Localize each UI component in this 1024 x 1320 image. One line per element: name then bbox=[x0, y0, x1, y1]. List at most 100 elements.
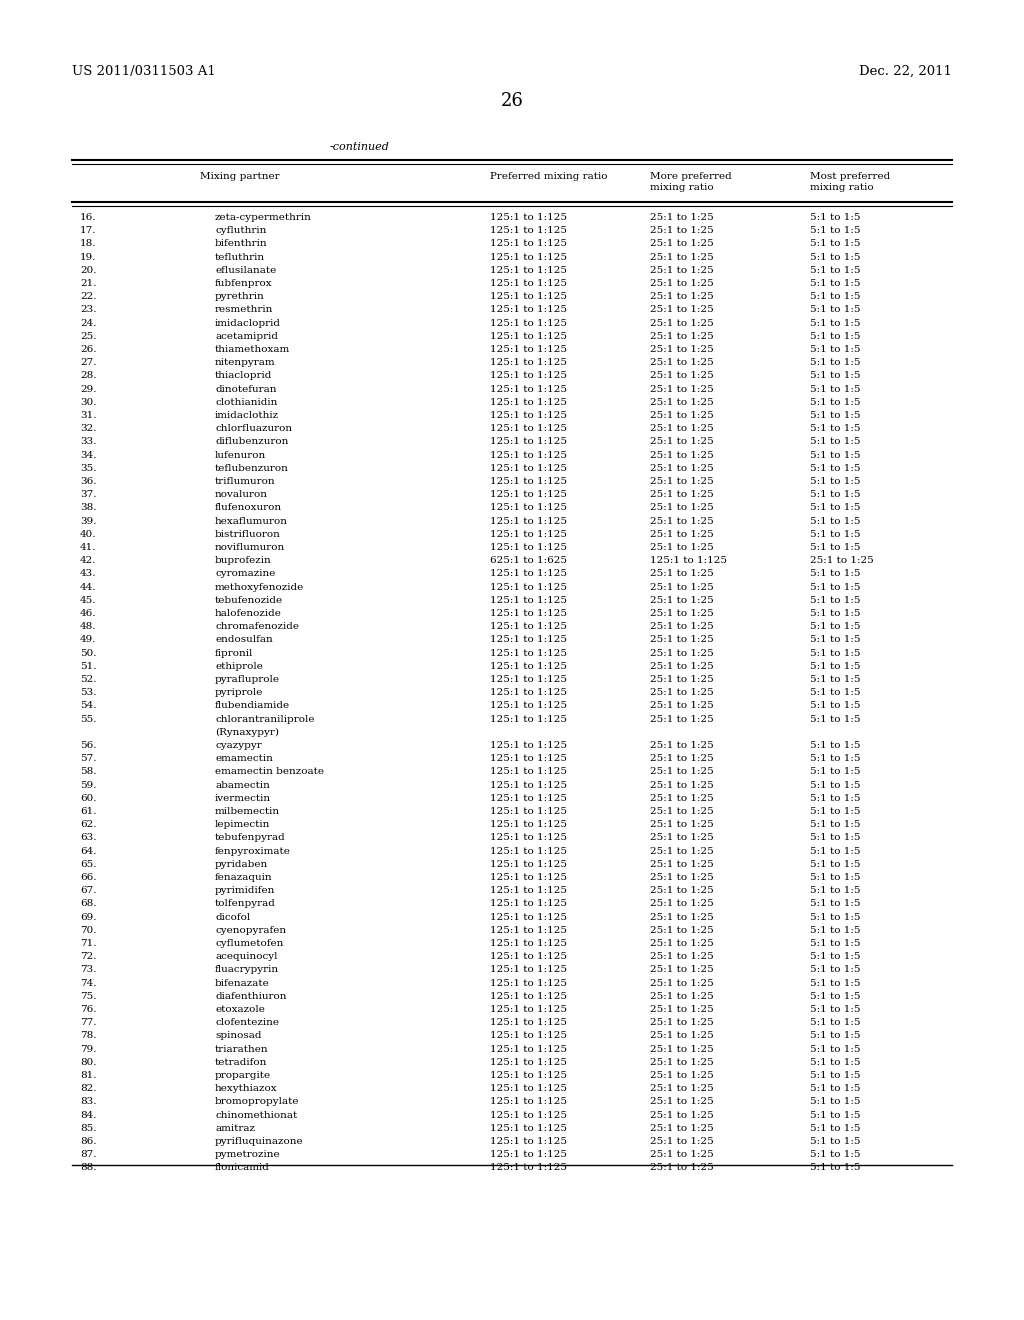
Text: 25:1 to 1:25: 25:1 to 1:25 bbox=[650, 463, 714, 473]
Text: 25:1 to 1:25: 25:1 to 1:25 bbox=[650, 648, 714, 657]
Text: 75.: 75. bbox=[80, 991, 96, 1001]
Text: 5:1 to 1:5: 5:1 to 1:5 bbox=[810, 371, 860, 380]
Text: 56.: 56. bbox=[80, 741, 96, 750]
Text: 81.: 81. bbox=[80, 1071, 96, 1080]
Text: 125:1 to 1:125: 125:1 to 1:125 bbox=[490, 397, 567, 407]
Text: 25:1 to 1:25: 25:1 to 1:25 bbox=[650, 1018, 714, 1027]
Text: 77.: 77. bbox=[80, 1018, 96, 1027]
Text: lepimectin: lepimectin bbox=[215, 820, 270, 829]
Text: 18.: 18. bbox=[80, 239, 96, 248]
Text: hexythiazox: hexythiazox bbox=[215, 1084, 278, 1093]
Text: 24.: 24. bbox=[80, 318, 96, 327]
Text: 58.: 58. bbox=[80, 767, 96, 776]
Text: 5:1 to 1:5: 5:1 to 1:5 bbox=[810, 886, 860, 895]
Text: 125:1 to 1:125: 125:1 to 1:125 bbox=[490, 635, 567, 644]
Text: 29.: 29. bbox=[80, 384, 96, 393]
Text: 78.: 78. bbox=[80, 1031, 96, 1040]
Text: 25:1 to 1:25: 25:1 to 1:25 bbox=[650, 1150, 714, 1159]
Text: 125:1 to 1:125: 125:1 to 1:125 bbox=[490, 1084, 567, 1093]
Text: 5:1 to 1:5: 5:1 to 1:5 bbox=[810, 754, 860, 763]
Text: 625:1 to 1:625: 625:1 to 1:625 bbox=[490, 556, 567, 565]
Text: 71.: 71. bbox=[80, 939, 96, 948]
Text: 25:1 to 1:25: 25:1 to 1:25 bbox=[650, 952, 714, 961]
Text: 84.: 84. bbox=[80, 1110, 96, 1119]
Text: 65.: 65. bbox=[80, 859, 96, 869]
Text: chinomethionat: chinomethionat bbox=[215, 1110, 297, 1119]
Text: 25:1 to 1:25: 25:1 to 1:25 bbox=[650, 886, 714, 895]
Text: 5:1 to 1:5: 5:1 to 1:5 bbox=[810, 582, 860, 591]
Text: 5:1 to 1:5: 5:1 to 1:5 bbox=[810, 358, 860, 367]
Text: 5:1 to 1:5: 5:1 to 1:5 bbox=[810, 595, 860, 605]
Text: lufenuron: lufenuron bbox=[215, 450, 266, 459]
Text: 49.: 49. bbox=[80, 635, 96, 644]
Text: diafenthiuron: diafenthiuron bbox=[215, 991, 287, 1001]
Text: imidaclothiz: imidaclothiz bbox=[215, 411, 280, 420]
Text: clothianidin: clothianidin bbox=[215, 397, 278, 407]
Text: fluacrypyrin: fluacrypyrin bbox=[215, 965, 280, 974]
Text: 36.: 36. bbox=[80, 477, 96, 486]
Text: 25:1 to 1:25: 25:1 to 1:25 bbox=[650, 873, 714, 882]
Text: 125:1 to 1:125: 125:1 to 1:125 bbox=[490, 1123, 567, 1133]
Text: 25:1 to 1:25: 25:1 to 1:25 bbox=[650, 318, 714, 327]
Text: 25:1 to 1:25: 25:1 to 1:25 bbox=[650, 397, 714, 407]
Text: 5:1 to 1:5: 5:1 to 1:5 bbox=[810, 1097, 860, 1106]
Text: 25:1 to 1:25: 25:1 to 1:25 bbox=[650, 411, 714, 420]
Text: 125:1 to 1:125: 125:1 to 1:125 bbox=[490, 424, 567, 433]
Text: 125:1 to 1:125: 125:1 to 1:125 bbox=[490, 833, 567, 842]
Text: 125:1 to 1:125: 125:1 to 1:125 bbox=[490, 859, 567, 869]
Text: 5:1 to 1:5: 5:1 to 1:5 bbox=[810, 1110, 860, 1119]
Text: bromopropylate: bromopropylate bbox=[215, 1097, 299, 1106]
Text: 5:1 to 1:5: 5:1 to 1:5 bbox=[810, 226, 860, 235]
Text: 25:1 to 1:25: 25:1 to 1:25 bbox=[650, 358, 714, 367]
Text: 5:1 to 1:5: 5:1 to 1:5 bbox=[810, 1123, 860, 1133]
Text: halofenozide: halofenozide bbox=[215, 609, 282, 618]
Text: dicofol: dicofol bbox=[215, 912, 250, 921]
Text: 37.: 37. bbox=[80, 490, 96, 499]
Text: 80.: 80. bbox=[80, 1057, 96, 1067]
Text: 25:1 to 1:25: 25:1 to 1:25 bbox=[650, 239, 714, 248]
Text: tetradifon: tetradifon bbox=[215, 1057, 267, 1067]
Text: dinotefuran: dinotefuran bbox=[215, 384, 276, 393]
Text: diflubenzuron: diflubenzuron bbox=[215, 437, 289, 446]
Text: tefluthrin: tefluthrin bbox=[215, 252, 265, 261]
Text: imidacloprid: imidacloprid bbox=[215, 318, 281, 327]
Text: triflumuron: triflumuron bbox=[215, 477, 275, 486]
Text: 5:1 to 1:5: 5:1 to 1:5 bbox=[810, 661, 860, 671]
Text: 125:1 to 1:125: 125:1 to 1:125 bbox=[490, 503, 567, 512]
Text: 125:1 to 1:125: 125:1 to 1:125 bbox=[490, 648, 567, 657]
Text: 73.: 73. bbox=[80, 965, 96, 974]
Text: 25:1 to 1:25: 25:1 to 1:25 bbox=[650, 490, 714, 499]
Text: 5:1 to 1:5: 5:1 to 1:5 bbox=[810, 965, 860, 974]
Text: thiacloprid: thiacloprid bbox=[215, 371, 272, 380]
Text: 5:1 to 1:5: 5:1 to 1:5 bbox=[810, 1031, 860, 1040]
Text: 5:1 to 1:5: 5:1 to 1:5 bbox=[810, 503, 860, 512]
Text: 125:1 to 1:125: 125:1 to 1:125 bbox=[490, 688, 567, 697]
Text: pyrafluprole: pyrafluprole bbox=[215, 675, 280, 684]
Text: 46.: 46. bbox=[80, 609, 96, 618]
Text: 5:1 to 1:5: 5:1 to 1:5 bbox=[810, 1163, 860, 1172]
Text: 66.: 66. bbox=[80, 873, 96, 882]
Text: 83.: 83. bbox=[80, 1097, 96, 1106]
Text: 125:1 to 1:125: 125:1 to 1:125 bbox=[490, 1097, 567, 1106]
Text: 25:1 to 1:25: 25:1 to 1:25 bbox=[650, 609, 714, 618]
Text: 5:1 to 1:5: 5:1 to 1:5 bbox=[810, 397, 860, 407]
Text: amitraz: amitraz bbox=[215, 1123, 255, 1133]
Text: 5:1 to 1:5: 5:1 to 1:5 bbox=[810, 1005, 860, 1014]
Text: chromafenozide: chromafenozide bbox=[215, 622, 299, 631]
Text: cyromazine: cyromazine bbox=[215, 569, 275, 578]
Text: 25:1 to 1:25: 25:1 to 1:25 bbox=[650, 701, 714, 710]
Text: 125:1 to 1:125: 125:1 to 1:125 bbox=[490, 978, 567, 987]
Text: 5:1 to 1:5: 5:1 to 1:5 bbox=[810, 239, 860, 248]
Text: 32.: 32. bbox=[80, 424, 96, 433]
Text: 45.: 45. bbox=[80, 595, 96, 605]
Text: 25:1 to 1:25: 25:1 to 1:25 bbox=[650, 450, 714, 459]
Text: eflusilanate: eflusilanate bbox=[215, 265, 276, 275]
Text: 125:1 to 1:125: 125:1 to 1:125 bbox=[490, 701, 567, 710]
Text: 64.: 64. bbox=[80, 846, 96, 855]
Text: 125:1 to 1:125: 125:1 to 1:125 bbox=[490, 899, 567, 908]
Text: 5:1 to 1:5: 5:1 to 1:5 bbox=[810, 345, 860, 354]
Text: pyrethrin: pyrethrin bbox=[215, 292, 265, 301]
Text: tolfenpyrad: tolfenpyrad bbox=[215, 899, 275, 908]
Text: 82.: 82. bbox=[80, 1084, 96, 1093]
Text: 25:1 to 1:25: 25:1 to 1:25 bbox=[650, 226, 714, 235]
